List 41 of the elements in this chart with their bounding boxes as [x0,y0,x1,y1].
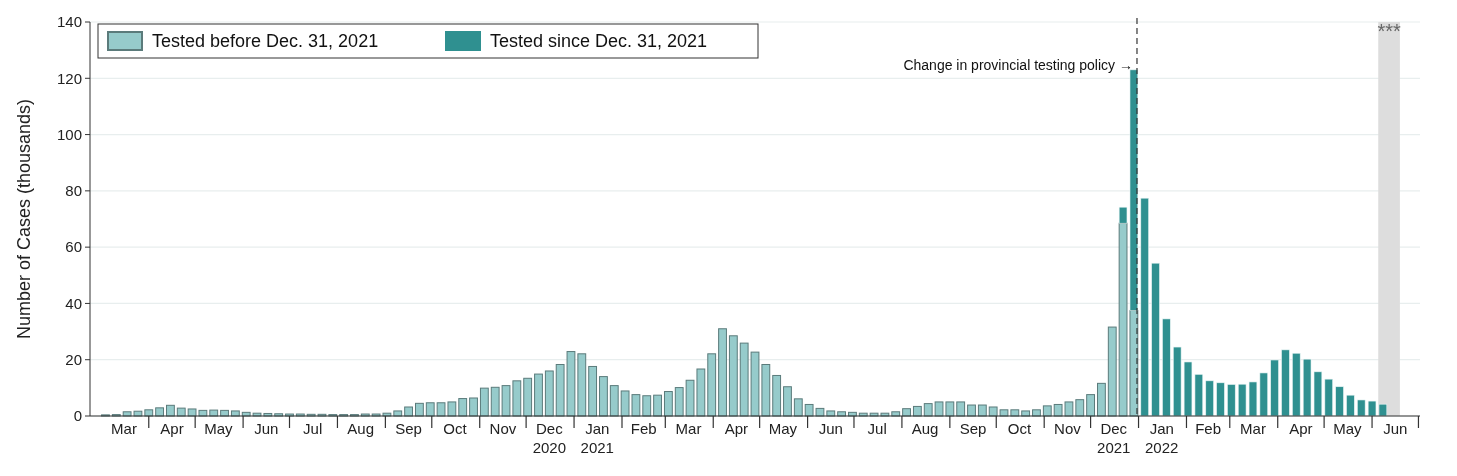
x-tick-label: Oct [1007,420,1032,437]
legend-label: Tested since Dec. 31, 2021 [490,31,708,51]
legend-label: Tested before Dec. 31, 2021 [152,31,379,51]
x-tick-label: Feb [1195,420,1222,437]
ref-line-label: Change in provincial testing policy → [903,57,1133,74]
x-tick-label: May [768,420,798,437]
x-tick-label: Apr [1289,420,1313,437]
x-tick-label: Jun [1383,420,1408,437]
x-tick-label: Dec 2021 [1097,420,1131,456]
y-tick-label: 0 [73,407,82,425]
x-tick-label: Sep [959,420,987,437]
x-tick-label: Jan 2022 [1145,420,1179,456]
x-tick-label: Jun [254,420,279,437]
y-tick-label: 20 [65,350,82,368]
y-tick-label: 80 [65,182,82,200]
x-tick-label: Mar [675,420,702,437]
x-tick-label: Jan 2021 [580,420,614,456]
x-tick-label: Jun [818,420,843,437]
y-tick-label: 120 [56,69,82,87]
y-tick-label: 60 [65,238,82,256]
band-label: *** [1377,20,1401,42]
x-tick-label: Aug [347,420,374,437]
x-tick-label: Apr [160,420,184,437]
x-tick-label: Jul [867,420,887,437]
x-tick-label: Aug [911,420,939,437]
x-tick-label: Mar [111,420,137,437]
y-tick-label: 40 [65,294,82,312]
x-tick-label: Feb [630,420,657,437]
x-tick-label: Nov [1054,420,1082,437]
x-tick-label: Jul [303,420,323,437]
x-tick-label: Nov [489,420,517,437]
x-tick-label: Apr [724,420,749,437]
y-tick-label: 140 [56,13,82,31]
y-axis-title: Number of Cases (thousands) [14,98,34,340]
x-tick-label: Dec 2020 [532,420,566,456]
x-tick-label: May [1333,420,1362,437]
y-tick-label: 100 [56,125,82,143]
x-tick-label: Oct [443,420,468,437]
x-tick-label: Mar [1240,420,1266,437]
x-tick-label: Sep [395,420,422,437]
x-tick-label: May [204,420,234,437]
